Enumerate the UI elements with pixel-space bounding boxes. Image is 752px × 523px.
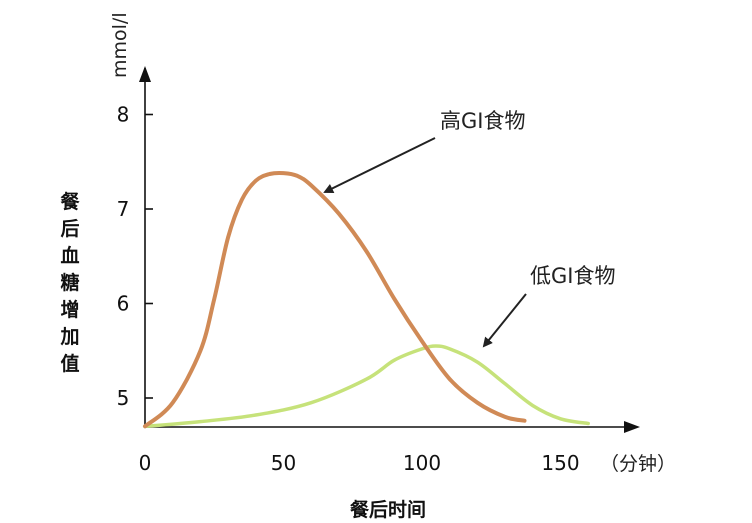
- y-axis-title-char: 加: [59, 326, 79, 348]
- x-tick-label: 50: [271, 451, 296, 475]
- y-axis-title-char: 后: [60, 218, 79, 240]
- y-unit-label: mmol/l: [109, 12, 131, 78]
- y-tick-label: 7: [117, 197, 130, 221]
- y-axis-title-char: 增: [60, 298, 79, 321]
- y-tick-label: 6: [117, 292, 130, 316]
- y-axis-title-char: 糖: [60, 271, 79, 294]
- x-tick-label: 150: [541, 451, 579, 475]
- series-label-low-gi: 低GI食物: [530, 264, 615, 288]
- y-tick-label: 5: [117, 386, 130, 410]
- series-line-low-gi: [143, 344, 590, 429]
- y-tick-label: 8: [117, 103, 130, 127]
- x-axis-arrow-icon: [624, 421, 640, 433]
- x-unit-label: （分钟）: [600, 453, 676, 475]
- annotation-arrow-high-gi: [323, 137, 436, 193]
- series-line-high-gi: [143, 170, 527, 429]
- y-axis-title-char: 血: [60, 244, 79, 267]
- y-axis-title-char: 值: [60, 352, 79, 375]
- x-axis-title: 餐后时间: [350, 498, 426, 521]
- x-tick-label: 100: [403, 451, 441, 475]
- annotation-arrow-low-gi: [482, 293, 527, 348]
- y-axis-arrow-icon: [139, 66, 151, 82]
- x-tick-label: 0: [139, 451, 152, 475]
- y-axis-title-char: 餐: [60, 190, 80, 213]
- series-label-high-gi: 高GI食物: [440, 109, 525, 133]
